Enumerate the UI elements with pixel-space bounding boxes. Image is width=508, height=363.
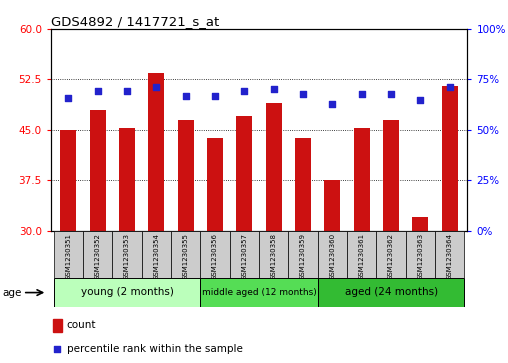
Point — [53, 346, 61, 352]
Text: GSM1230363: GSM1230363 — [418, 233, 424, 280]
Bar — [412, 217, 428, 231]
Bar — [53, 319, 62, 332]
Point — [240, 89, 248, 94]
Bar — [441, 86, 458, 231]
Bar — [318, 231, 347, 278]
Bar — [171, 231, 201, 278]
Bar — [90, 110, 106, 231]
Text: GSM1230360: GSM1230360 — [329, 233, 335, 280]
Bar — [266, 103, 282, 231]
Text: GSM1230364: GSM1230364 — [447, 233, 453, 280]
Bar — [354, 129, 370, 231]
Text: count: count — [67, 321, 96, 330]
Text: aged (24 months): aged (24 months) — [344, 287, 438, 297]
Text: GSM1230361: GSM1230361 — [359, 233, 365, 280]
Point — [182, 93, 190, 98]
Bar — [230, 231, 259, 278]
Bar — [148, 73, 165, 231]
Text: GSM1230357: GSM1230357 — [241, 233, 247, 280]
Bar — [207, 138, 223, 231]
Text: GSM1230355: GSM1230355 — [183, 233, 189, 280]
Text: GSM1230356: GSM1230356 — [212, 233, 218, 280]
Bar — [54, 231, 83, 278]
Point — [211, 93, 219, 98]
Point — [270, 86, 278, 92]
Text: GSM1230358: GSM1230358 — [271, 233, 277, 280]
Bar — [259, 231, 289, 278]
Point — [299, 91, 307, 97]
Text: GSM1230359: GSM1230359 — [300, 233, 306, 280]
Text: age: age — [3, 287, 22, 298]
Bar — [383, 120, 399, 231]
Point — [123, 89, 131, 94]
Text: GSM1230362: GSM1230362 — [388, 233, 394, 280]
Point — [152, 85, 161, 90]
Bar — [112, 231, 142, 278]
Point — [65, 95, 73, 101]
Bar — [289, 231, 318, 278]
Bar — [201, 278, 318, 307]
Text: GSM1230353: GSM1230353 — [124, 233, 130, 280]
Bar — [324, 180, 340, 231]
Point — [93, 89, 102, 94]
Point — [417, 97, 425, 102]
Bar — [60, 130, 77, 231]
Bar — [142, 231, 171, 278]
Bar — [83, 231, 112, 278]
Text: middle aged (12 months): middle aged (12 months) — [202, 288, 316, 297]
Point — [358, 91, 366, 97]
Bar — [406, 231, 435, 278]
Text: GSM1230351: GSM1230351 — [66, 233, 72, 280]
Bar — [435, 231, 464, 278]
Text: young (2 months): young (2 months) — [81, 287, 174, 297]
Bar — [54, 278, 201, 307]
Point — [446, 85, 454, 90]
Bar — [347, 231, 376, 278]
Bar — [295, 138, 311, 231]
Bar — [376, 231, 406, 278]
Bar — [201, 231, 230, 278]
Point — [328, 101, 336, 106]
Text: GSM1230352: GSM1230352 — [94, 233, 101, 280]
Bar — [318, 278, 464, 307]
Bar — [236, 116, 252, 231]
Bar — [178, 120, 194, 231]
Text: GSM1230354: GSM1230354 — [153, 233, 160, 280]
Bar — [119, 129, 135, 231]
Point — [387, 91, 395, 97]
Text: percentile rank within the sample: percentile rank within the sample — [67, 344, 242, 354]
Text: GDS4892 / 1417721_s_at: GDS4892 / 1417721_s_at — [51, 15, 219, 28]
